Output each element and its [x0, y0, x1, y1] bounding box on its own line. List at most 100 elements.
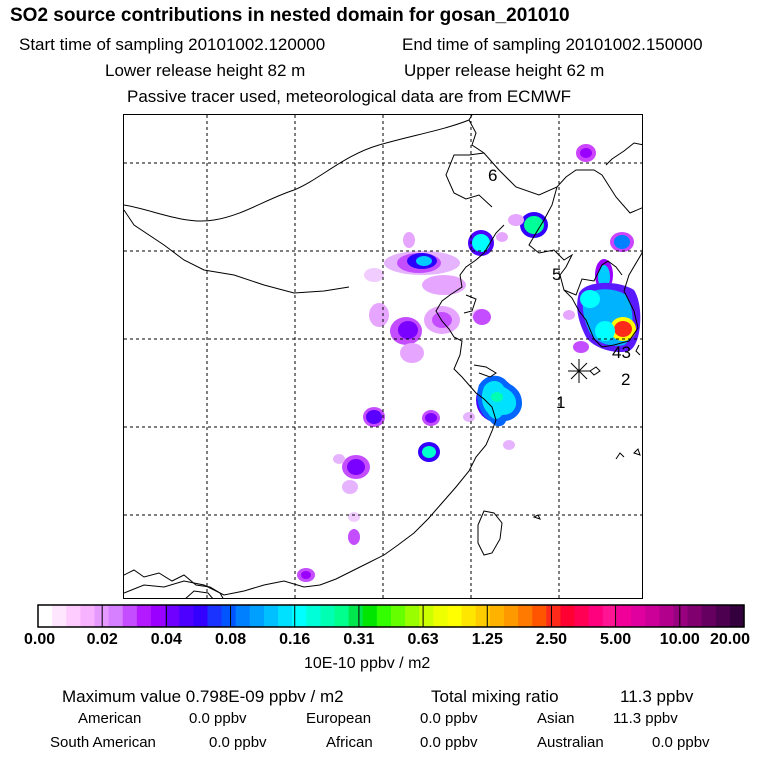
plume-blob — [416, 256, 432, 266]
colorbar-swatch — [221, 605, 237, 627]
south-american-label: South American — [50, 734, 156, 751]
plume-blob — [580, 148, 592, 158]
colorbar-swatch — [150, 605, 166, 627]
receptor-marker — [568, 359, 590, 383]
colorbar-tick-label: 1.25 — [471, 631, 503, 648]
colorbar-swatch — [433, 605, 449, 627]
colorbar-swatch — [348, 605, 364, 627]
map-label-1: 1 — [556, 393, 565, 412]
colorbar-swatch — [66, 605, 81, 627]
map-canvas: 1 2 43 5 6 — [124, 115, 642, 598]
upper-release-label: Upper release height 62 m — [404, 61, 605, 80]
colorbar-swatch — [405, 605, 420, 627]
lower-release-label: Lower release height 82 m — [105, 61, 306, 80]
colorbar-swatch — [645, 605, 660, 627]
colorbar-swatch — [38, 605, 53, 627]
plume-layer — [297, 144, 641, 582]
colorbar-swatch — [334, 605, 350, 627]
colorbar-swatch — [193, 605, 209, 627]
plume-blob — [425, 413, 437, 423]
colorbar-swatch — [574, 605, 590, 627]
plume-blob — [333, 454, 345, 464]
colorbar-swatch — [122, 605, 138, 627]
max-value-label: Maximum value 0.798E-09 ppbv / m2 — [62, 687, 344, 706]
colorbar-tick-label: 0.31 — [343, 631, 375, 648]
plume-blob — [614, 235, 630, 249]
colorbar — [37, 604, 745, 628]
african-label: African — [326, 734, 373, 751]
colorbar-swatch — [701, 605, 717, 627]
colorbar-swatch — [306, 605, 321, 627]
colorbar-swatch — [179, 605, 194, 627]
colorbar-swatch — [659, 605, 674, 627]
plume-blob — [491, 392, 503, 402]
plume-blob — [524, 216, 544, 234]
map-panel: 1 2 43 5 6 — [123, 114, 643, 599]
total-mixing-label: Total mixing ratio — [431, 687, 559, 706]
colorbar-swatch — [80, 605, 96, 627]
colorbar-tick-label: 20.00 — [710, 631, 751, 648]
plume-blob — [364, 268, 384, 282]
plume-blob — [580, 290, 600, 308]
south-american-value: 0.0 ppbv — [209, 734, 267, 751]
colorbar-swatch — [602, 605, 618, 627]
colorbar-swatch — [263, 605, 279, 627]
colorbar-tick-label: 2.50 — [535, 631, 568, 648]
tracer-note: Passive tracer used, meteorological data… — [127, 87, 572, 106]
colorbar-swatch — [447, 605, 463, 627]
colorbar-swatch — [546, 605, 562, 627]
plume-blob — [301, 571, 311, 579]
american-value: 0.0 ppbv — [189, 710, 247, 727]
australian-label: Australian — [537, 734, 604, 751]
plume-blob — [342, 480, 358, 494]
end-time-label: End time of sampling 20101002.150000 — [402, 35, 703, 54]
colorbar-swatch — [249, 605, 265, 627]
colorbar-tick-label: 5.00 — [600, 631, 632, 648]
map-label-43: 43 — [612, 343, 631, 362]
colorbar-swatch — [489, 605, 505, 627]
colorbar-swatch — [419, 605, 434, 627]
plume-blob — [400, 343, 424, 363]
plume-blob — [432, 312, 452, 328]
colorbar-tick-label: 0.04 — [150, 631, 182, 648]
plume-blob — [595, 321, 615, 341]
colorbar-swatch — [362, 605, 378, 627]
european-label: European — [306, 710, 372, 727]
african-value: 0.0 ppbv — [420, 734, 478, 751]
colorbar-swatch — [729, 605, 745, 627]
colorbar-swatch — [165, 605, 180, 627]
plume-blob — [472, 234, 490, 252]
plume-blob — [508, 214, 524, 226]
plume-blob — [473, 309, 491, 325]
colorbar-swatch — [715, 605, 731, 627]
plume-blob — [347, 459, 365, 475]
plume-blob — [398, 321, 418, 339]
gridlines — [124, 115, 642, 598]
european-value: 0.0 ppbv — [420, 710, 478, 727]
australian-value: 0.0 ppbv — [652, 734, 710, 751]
colorbar-border — [37, 604, 745, 628]
american-label: American — [78, 710, 142, 727]
plume-blob — [422, 446, 436, 458]
colorbar-swatch — [532, 605, 547, 627]
coastlines — [124, 115, 642, 598]
plume-blob — [496, 232, 508, 242]
colorbar-swatch — [376, 605, 392, 627]
colorbar-tick-label: 0.08 — [214, 631, 247, 648]
colorbar-swatch — [687, 605, 703, 627]
plume-blob — [403, 232, 415, 248]
colorbar-swatch — [278, 605, 293, 627]
colorbar-swatch — [503, 605, 519, 627]
colorbar-swatch — [673, 605, 689, 627]
plume-blob — [366, 410, 382, 424]
chart-title: SO2 source contributions in nested domai… — [10, 5, 570, 26]
colorbar-swatch — [391, 605, 406, 627]
colorbar-swatch — [235, 605, 251, 627]
plume-blob — [369, 303, 389, 327]
map-labels: 1 2 43 5 6 — [488, 166, 631, 412]
plume-blob — [573, 341, 589, 353]
colorbar-swatch — [207, 605, 223, 627]
colorbar-tick-label: 0.02 — [86, 631, 118, 648]
colorbar-tick-label: 0.16 — [279, 631, 311, 648]
colorbar-swatch — [320, 605, 336, 627]
